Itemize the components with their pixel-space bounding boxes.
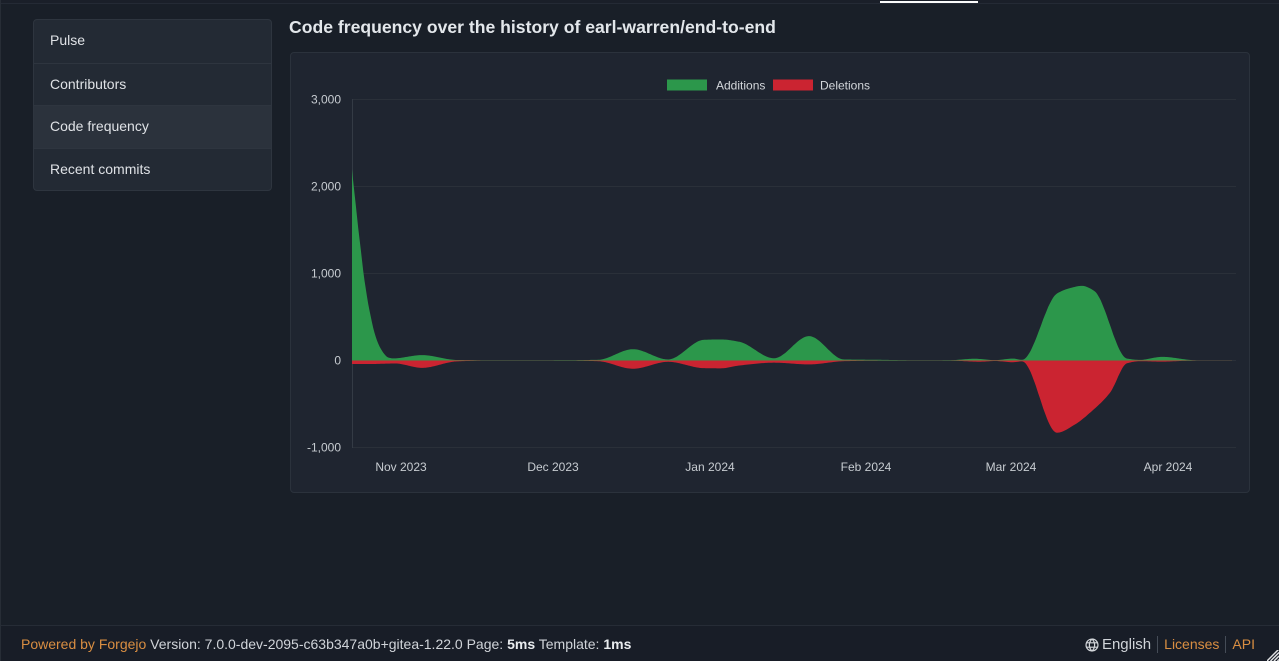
svg-text:Apr 2024: Apr 2024 (1144, 460, 1193, 474)
svg-text:Deletions: Deletions (820, 78, 870, 92)
svg-text:-1,000: -1,000 (307, 440, 341, 454)
svg-text:Feb 2024: Feb 2024 (841, 460, 892, 474)
svg-text:Additions: Additions (716, 78, 765, 92)
svg-text:1,000: 1,000 (311, 266, 341, 280)
svg-text:Nov 2023: Nov 2023 (375, 460, 427, 474)
svg-text:3,000: 3,000 (311, 92, 341, 106)
svg-text:Jan 2024: Jan 2024 (685, 460, 735, 474)
svg-text:2,000: 2,000 (311, 179, 341, 193)
svg-text:Dec 2023: Dec 2023 (527, 460, 579, 474)
svg-text:0: 0 (334, 353, 341, 367)
svg-text:Mar 2024: Mar 2024 (986, 460, 1037, 474)
